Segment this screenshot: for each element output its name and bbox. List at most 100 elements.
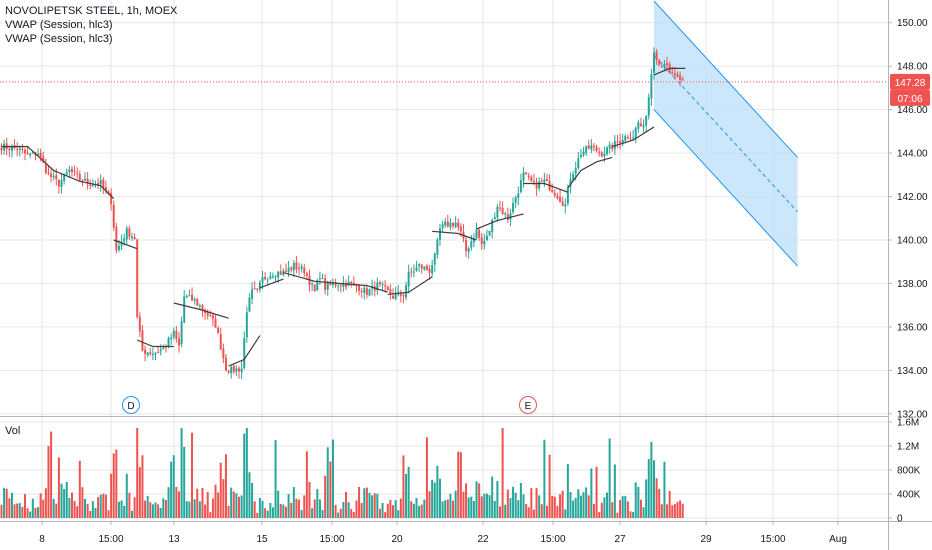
volume-bar xyxy=(99,494,102,518)
volume-bar xyxy=(553,496,556,518)
candle-body xyxy=(157,351,160,353)
volume-bar xyxy=(600,502,603,518)
candle-body xyxy=(438,228,441,240)
volume-bar xyxy=(44,488,47,518)
candle-body xyxy=(600,152,603,157)
candle-body xyxy=(305,273,308,276)
volume-bar xyxy=(104,494,107,518)
channel-upper xyxy=(653,0,798,158)
vwap-segment xyxy=(228,335,261,367)
candle-body xyxy=(65,172,68,175)
candle-body xyxy=(224,357,227,371)
volume-bar xyxy=(141,455,144,518)
volume-bar xyxy=(37,507,40,518)
regression-channel[interactable] xyxy=(653,0,798,267)
volume-tick-label: 1.6M xyxy=(897,418,919,429)
candle-body xyxy=(590,145,593,150)
last-price-badge xyxy=(890,73,930,90)
bar-countdown-badge xyxy=(890,89,930,106)
volume-bar xyxy=(363,488,366,518)
candle-body xyxy=(245,312,248,338)
volume-bar xyxy=(261,500,264,518)
vwap-legend-2[interactable]: VWAP (Session, hlc3) xyxy=(5,33,113,45)
volume-bar xyxy=(240,495,243,518)
volume-bar xyxy=(645,479,648,518)
candle-body xyxy=(102,179,105,188)
candle-body xyxy=(211,315,214,319)
volume-bar xyxy=(496,481,499,518)
candle-body xyxy=(478,229,481,238)
volume-bar xyxy=(279,503,282,518)
candle-body xyxy=(232,365,235,372)
volume-bar xyxy=(196,488,199,518)
volume-bar xyxy=(243,433,246,518)
volume-bar xyxy=(433,482,436,518)
time-tick-label: 20 xyxy=(391,534,403,545)
candle-body xyxy=(47,172,50,174)
time-tick-label: 8 xyxy=(39,534,45,545)
volume-pane-label[interactable]: Vol xyxy=(5,425,21,437)
candle-body xyxy=(582,151,585,156)
candle-body xyxy=(170,337,173,340)
vwap-segment xyxy=(1,146,115,200)
volume-bar xyxy=(592,503,595,518)
volume-bar xyxy=(115,449,118,518)
volume-bar xyxy=(517,500,520,518)
volume-bar xyxy=(21,506,24,518)
symbol-title[interactable]: NOVOLIPETSK STEEL, 1h, MOEX xyxy=(5,5,178,17)
candle-body xyxy=(146,352,149,356)
candle-body xyxy=(608,144,611,149)
volume-bar xyxy=(198,501,201,518)
candle-body xyxy=(172,330,175,338)
volume-bar xyxy=(647,459,650,518)
candle-body xyxy=(115,226,118,251)
candle-body xyxy=(159,349,162,352)
candle-body xyxy=(84,178,87,181)
price-tick-label: 148.00 xyxy=(897,62,928,73)
volume-bar xyxy=(446,499,449,518)
volume-bar xyxy=(566,464,569,518)
candle-body xyxy=(125,228,128,240)
candle-body xyxy=(133,236,136,240)
volume-bar xyxy=(274,440,277,518)
candle-body xyxy=(639,123,642,127)
vwap-legend-1[interactable]: VWAP (Session, hlc3) xyxy=(5,19,113,31)
volume-bar xyxy=(193,499,196,518)
candle-body xyxy=(177,338,180,346)
volume-bar xyxy=(183,446,186,518)
volume-bar xyxy=(84,499,87,518)
volume-bar xyxy=(201,487,204,518)
candle-body xyxy=(144,349,147,354)
candle-body xyxy=(331,283,334,285)
event-marker-circle xyxy=(519,396,537,414)
candle-body xyxy=(559,197,562,202)
volume-bar xyxy=(569,491,572,518)
candle-body xyxy=(81,180,84,182)
time-tick-label: 13 xyxy=(168,534,180,545)
candle-body xyxy=(613,141,616,149)
volume-bar xyxy=(277,490,280,518)
volume-bar xyxy=(154,502,157,518)
candle-body xyxy=(444,221,447,226)
volume-bar xyxy=(8,498,11,518)
candle-body xyxy=(290,267,293,270)
candle-body xyxy=(350,281,353,284)
candle-body xyxy=(209,315,212,317)
volume-bar xyxy=(94,507,97,518)
candle-body xyxy=(535,183,538,189)
volume-bar xyxy=(407,466,410,518)
volume-bar xyxy=(342,501,345,518)
volume-bar xyxy=(131,510,133,518)
volume-bar xyxy=(102,493,105,518)
candle-body xyxy=(70,168,73,173)
candle-body xyxy=(154,352,157,355)
volume-bar xyxy=(308,482,311,518)
volume-bar xyxy=(488,495,491,518)
candle-body xyxy=(551,189,554,193)
candle-body xyxy=(376,282,379,291)
vwap-segment xyxy=(173,302,229,319)
price-tick-label: 142.00 xyxy=(897,192,928,203)
candle-body xyxy=(420,264,423,269)
